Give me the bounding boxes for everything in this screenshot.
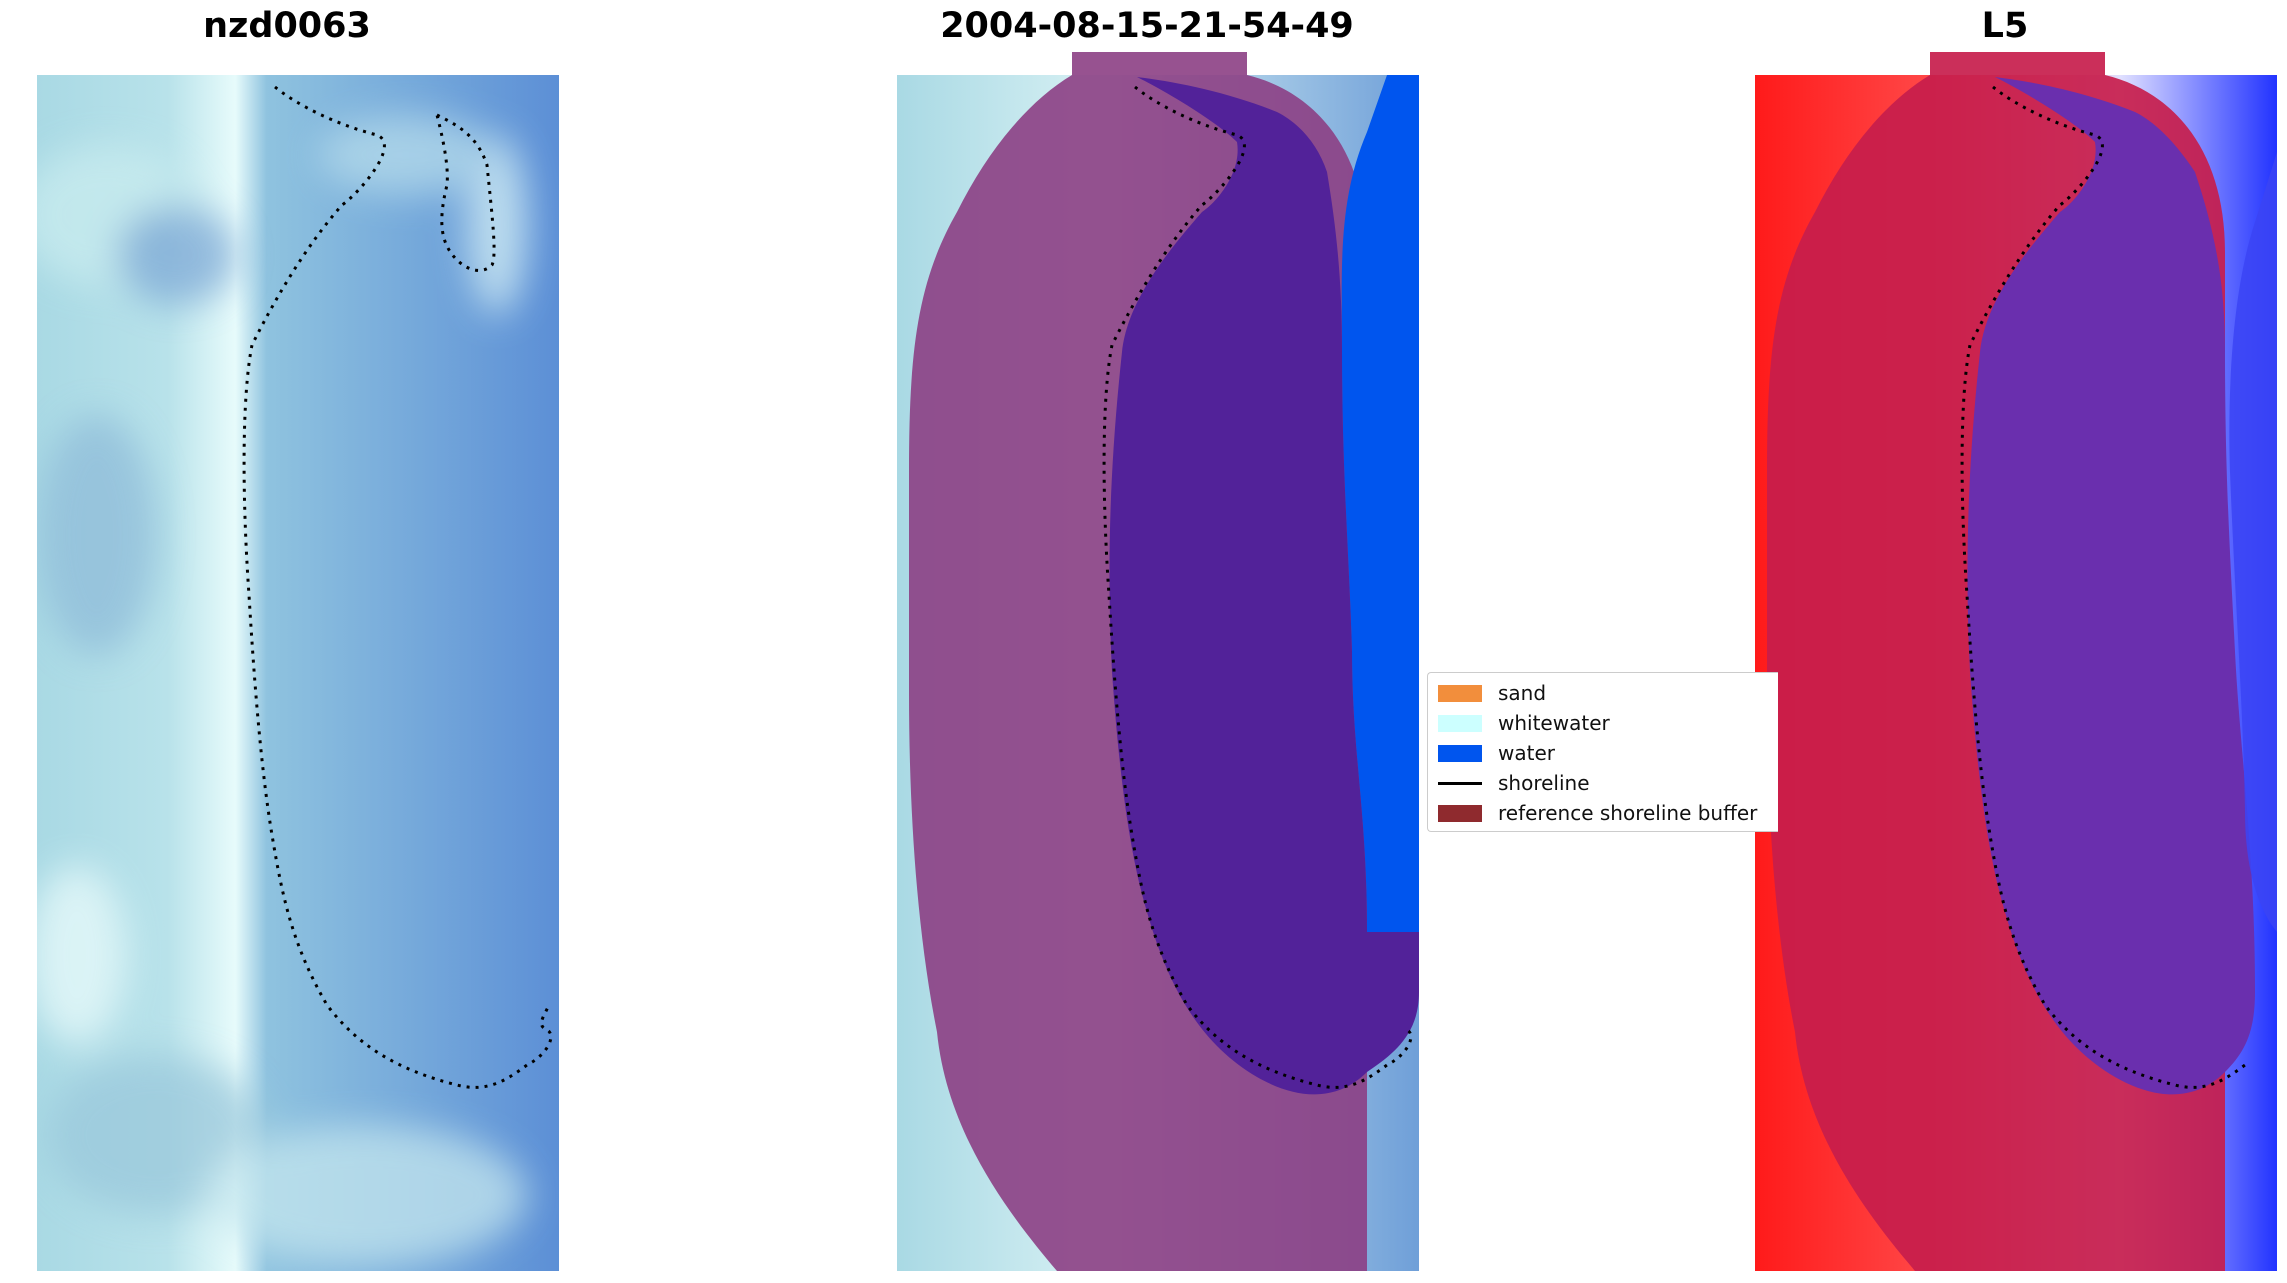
legend-swatch-reference-buffer bbox=[1438, 804, 1482, 822]
index-image-panel bbox=[1755, 52, 2277, 1271]
shoreline-trace-2 bbox=[435, 113, 496, 272]
lagoon-region bbox=[1109, 77, 1419, 1095]
legend-label-water: water bbox=[1498, 741, 1555, 765]
legend-item-shoreline: shoreline bbox=[1438, 769, 1590, 797]
panel-title-rgb: nzd0063 bbox=[203, 6, 371, 46]
index-water-region bbox=[2229, 152, 2277, 932]
legend-item-reference-buffer: reference shoreline buffer bbox=[1438, 799, 1757, 827]
shoreline-trace-4 bbox=[1960, 85, 2246, 1089]
legend-label-sand: sand bbox=[1498, 681, 1547, 705]
shoreline-trace-3 bbox=[1102, 85, 1413, 1089]
classified-image bbox=[897, 52, 1419, 1271]
rgb-image bbox=[37, 75, 559, 1271]
legend-swatch-water bbox=[1438, 744, 1482, 762]
legend-swatch-sand bbox=[1438, 684, 1482, 702]
water-class-region bbox=[1341, 75, 1419, 932]
classified-image-panel bbox=[897, 52, 1419, 1271]
shoreline-trace-1 bbox=[242, 85, 553, 1089]
legend-label-whitewater: whitewater bbox=[1498, 711, 1610, 735]
rgb-image-panel bbox=[37, 75, 559, 1271]
panel-title-index: L5 bbox=[1981, 6, 2029, 46]
index-image bbox=[1755, 52, 2277, 1271]
legend: sand whitewater water shoreline referenc… bbox=[1427, 672, 1778, 832]
panel-title-classified: 2004-08-15-21-54-49 bbox=[940, 6, 1354, 46]
legend-item-sand: sand bbox=[1438, 679, 1546, 707]
legend-label-shoreline: shoreline bbox=[1498, 771, 1590, 795]
legend-label-reference-buffer: reference shoreline buffer bbox=[1498, 801, 1758, 825]
index-lagoon-region bbox=[1967, 77, 2255, 1095]
legend-item-water: water bbox=[1438, 739, 1555, 767]
legend-line-shoreline bbox=[1438, 781, 1482, 785]
legend-swatch-whitewater bbox=[1438, 714, 1482, 732]
legend-item-whitewater: whitewater bbox=[1438, 709, 1610, 737]
